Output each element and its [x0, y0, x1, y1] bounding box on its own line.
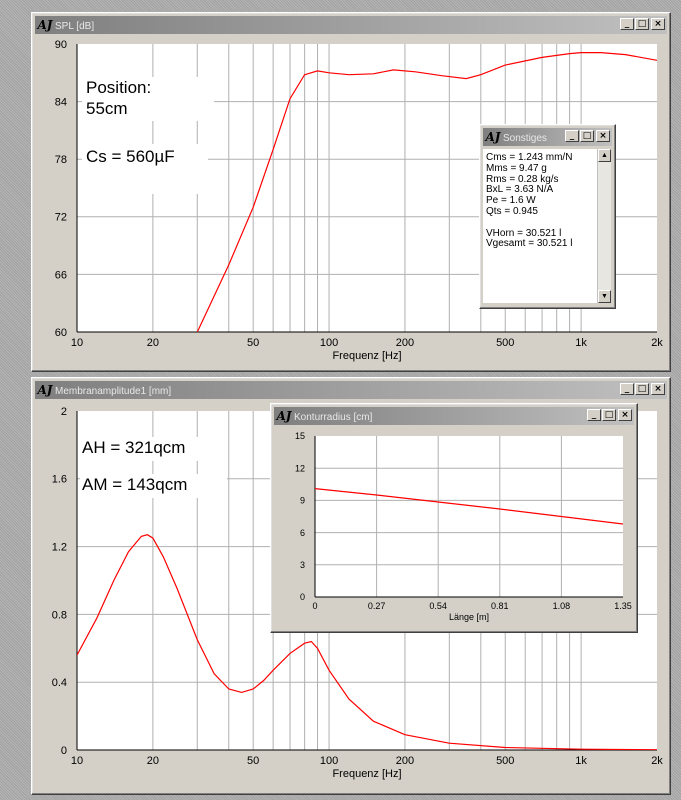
aj-logo-icon: AJ: [276, 409, 292, 423]
x-tick-label: 1.35: [614, 601, 632, 611]
aj-logo-icon: AJ: [37, 18, 53, 32]
position-label: Position:: [86, 78, 152, 97]
prop-bxl: BxL = 3.63 N/A: [486, 184, 554, 196]
spl-minimize-button[interactable]: _: [620, 18, 634, 30]
y-tick-label: 0.8: [52, 609, 67, 621]
x-axis-label: Frequenz [Hz]: [332, 768, 401, 780]
x-tick-label: 2k: [651, 337, 663, 349]
kontur-chart: 0 0.27 0.54 0.81 1.08 1.35 0 3 6 9 12 15 Länge [m]: [295, 431, 632, 622]
prop-qts: Qts = 0.945: [486, 205, 538, 217]
y-tick-label: 78: [55, 154, 67, 166]
y-tick-label: 72: [55, 212, 67, 224]
x-tick-label: 100: [320, 337, 338, 349]
y-tick-label: 1.6: [52, 474, 67, 486]
spl-title: SPL [dB]: [55, 21, 95, 32]
sonstiges-text-area[interactable]: Cms = 1.243 mm/N Mms = 9.47 g Rms = 0.28…: [483, 149, 597, 303]
sonstiges-title: Sonstiges: [503, 133, 547, 144]
scroll-down-icon[interactable]: ▼: [598, 290, 611, 303]
y-tick-label: 3: [300, 560, 305, 570]
y-tick-label: 6: [300, 528, 305, 538]
scroll-up-icon[interactable]: ▲: [598, 149, 611, 162]
plot-area: [315, 436, 623, 597]
membran-close-button[interactable]: ×: [651, 383, 665, 395]
spl-maximize-button[interactable]: □: [635, 18, 649, 30]
series-line: [196, 52, 657, 332]
membran-maximize-button[interactable]: □: [635, 383, 649, 395]
sonstiges-scrollbar[interactable]: ▲ ▼: [597, 149, 611, 303]
y-tick-label: 66: [55, 269, 67, 281]
y-tick-label: 1.2: [52, 541, 67, 553]
spl-close-button[interactable]: ×: [651, 18, 665, 30]
x-tick-label: 10: [71, 337, 83, 349]
x-tick-label: 1k: [575, 755, 587, 767]
prop-vhorn: VHorn = 30.521 l: [486, 227, 562, 239]
series-line: [315, 488, 623, 525]
position-value: 55cm: [86, 99, 128, 118]
y-tick-label: 0.4: [52, 677, 67, 689]
y-tick-label: 0: [300, 592, 305, 602]
x-tick-label: 2k: [651, 755, 663, 767]
x-tick-label: 1k: [575, 337, 587, 349]
prop-pe: Pe = 1.6 W: [486, 195, 536, 207]
kontur-minimize-button[interactable]: _: [587, 409, 601, 421]
x-tick-label: 50: [247, 755, 259, 767]
series-line: [77, 534, 657, 750]
membran-titlebar[interactable]: AJ Membranamplitude1 [mm] _ □ ×: [35, 381, 667, 399]
prop-vgesamt: Vgesamt = 30.521 l: [486, 238, 573, 250]
x-tick-label: 1.08: [553, 601, 571, 611]
y-tick-label: 90: [55, 39, 67, 51]
kontur-title: Konturradius [cm]: [294, 412, 373, 423]
y-tick-label: 9: [300, 496, 305, 506]
x-tick-label: 200: [396, 337, 414, 349]
position-annotation: Position: 55cm: [82, 77, 214, 121]
aj-logo-icon: AJ: [485, 130, 501, 144]
kontur-close-button[interactable]: ×: [618, 409, 632, 421]
y-tick-label: 84: [55, 96, 67, 108]
x-tick-label: 0.27: [368, 601, 386, 611]
x-tick-label: 50: [247, 337, 259, 349]
y-tick-label: 2: [61, 406, 67, 418]
x-tick-label: 200: [396, 755, 414, 767]
am-value: AM = 143qcm: [82, 475, 188, 494]
y-tick-label: 15: [295, 431, 305, 441]
sonstiges-minimize-button[interactable]: _: [565, 130, 579, 142]
ah-annotation: AH = 321qcm: [80, 437, 227, 461]
x-tick-label: 500: [496, 337, 514, 349]
kontur-window: AJ Konturradius [cm] _ □ × 0 0.27 0.54 0.81 1…: [270, 403, 638, 633]
sonstiges-titlebar[interactable]: AJ Sonstiges _ □ ×: [483, 128, 612, 146]
membran-minimize-button[interactable]: _: [620, 383, 634, 395]
y-tick-label: 60: [55, 327, 67, 339]
sonstiges-close-button[interactable]: ×: [596, 130, 610, 142]
x-tick-label: 500: [496, 755, 514, 767]
sonstiges-maximize-button[interactable]: □: [580, 130, 594, 142]
x-tick-label: 0.81: [491, 601, 509, 611]
x-axis-label: Frequenz [Hz]: [332, 350, 401, 362]
x-axis-label: Länge [m]: [449, 612, 489, 622]
kontur-maximize-button[interactable]: □: [602, 409, 616, 421]
x-tick-label: 20: [147, 755, 159, 767]
spl-titlebar[interactable]: AJ SPL [dB] _ □ ×: [35, 16, 667, 34]
x-tick-label: 0.54: [429, 601, 447, 611]
am-annotation: AM = 143qcm: [80, 474, 227, 498]
ah-value: AH = 321qcm: [82, 438, 186, 457]
cs-value: Cs = 560µF: [86, 147, 175, 166]
y-tick-label: 12: [295, 463, 305, 473]
prop-rms: Rms = 0.28 kg/s: [486, 173, 559, 185]
kontur-titlebar[interactable]: AJ Konturradius [cm] _ □ ×: [274, 407, 634, 425]
sonstiges-window: AJ Sonstiges _ □ × Cms = 1.243 mm/N Mms =…: [479, 124, 616, 309]
membran-title: Membranamplitude1 [mm]: [55, 386, 172, 397]
prop-cms: Cms = 1.243 mm/N: [486, 152, 573, 163]
x-tick-label: 100: [320, 755, 338, 767]
aj-logo-icon: AJ: [37, 383, 53, 397]
prop-blank: [486, 218, 597, 229]
x-tick-label: 0: [312, 601, 317, 611]
cs-annotation: Cs = 560µF: [82, 144, 208, 194]
y-tick-label: 0: [61, 745, 67, 757]
prop-mms: Mms = 9.47 g: [486, 162, 547, 174]
x-tick-label: 20: [147, 337, 159, 349]
x-tick-label: 10: [71, 755, 83, 767]
